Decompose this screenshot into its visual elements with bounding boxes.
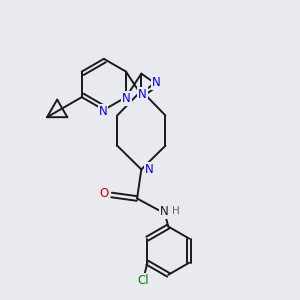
Text: N: N <box>99 105 107 118</box>
Text: O: O <box>99 188 108 200</box>
Text: N: N <box>160 206 168 218</box>
Text: H: H <box>172 206 179 216</box>
Text: N: N <box>138 88 147 100</box>
Text: N: N <box>145 163 154 176</box>
Text: Cl: Cl <box>137 274 149 287</box>
Text: N: N <box>152 76 160 89</box>
Text: N: N <box>122 92 131 105</box>
